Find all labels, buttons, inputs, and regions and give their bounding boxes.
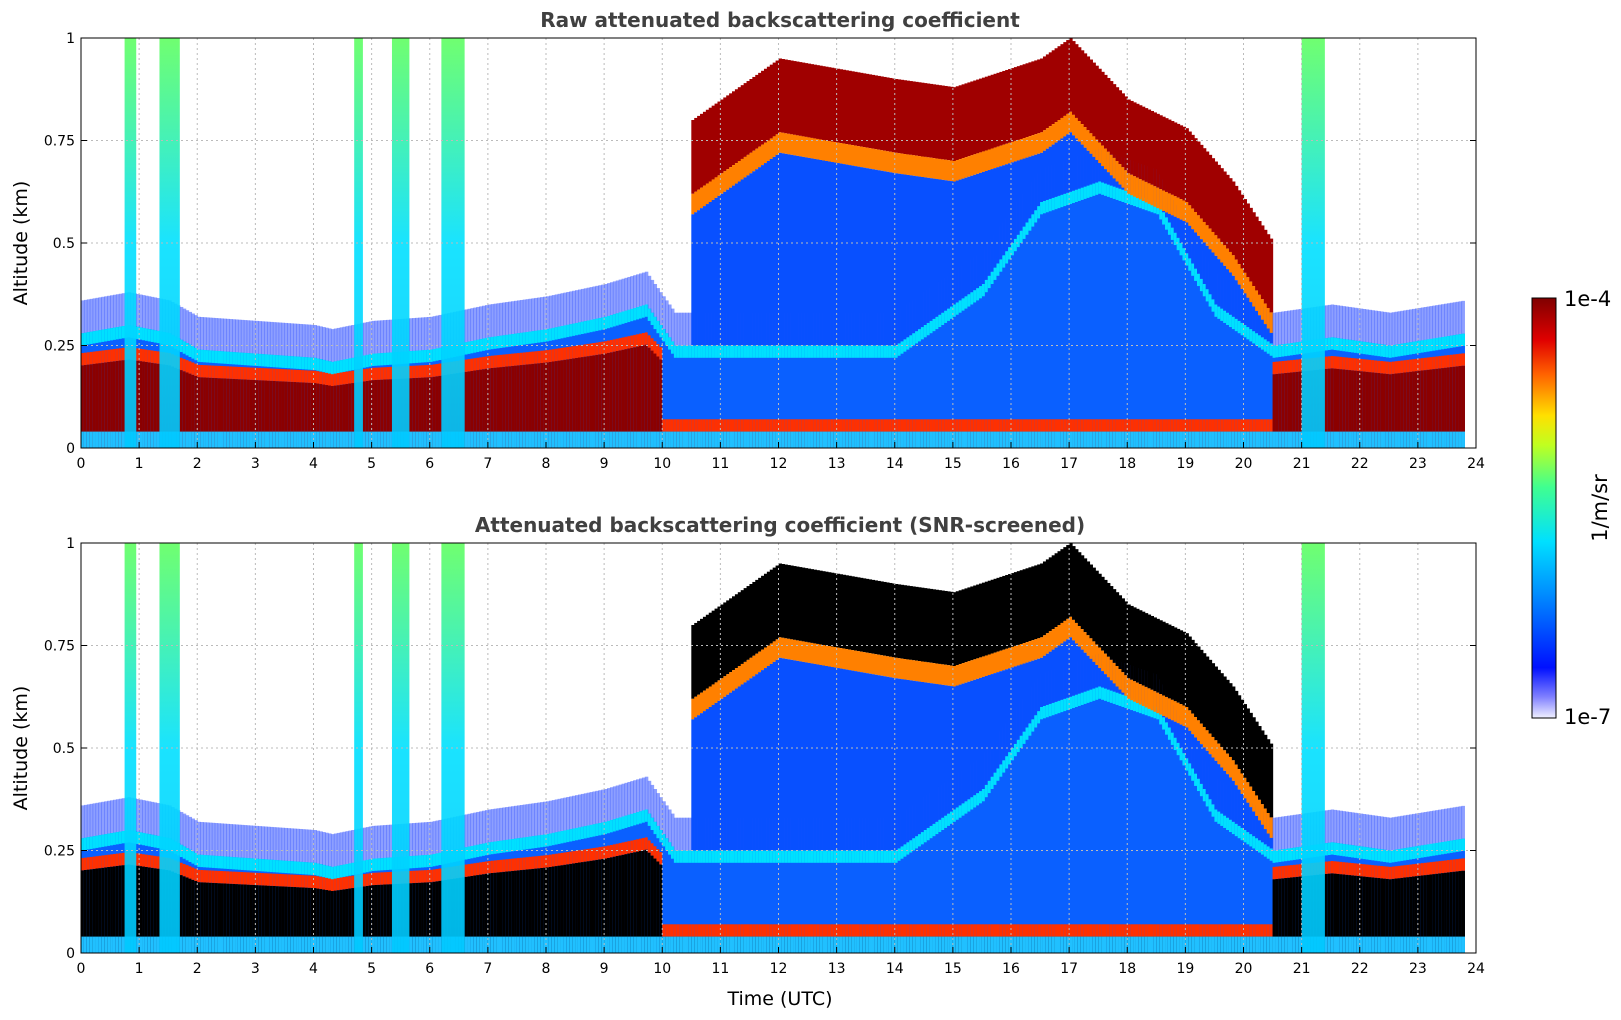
heatmap-area bbox=[81, 38, 1465, 449]
x-tick-label: 17 bbox=[1060, 456, 1078, 472]
x-tick-label: 21 bbox=[1293, 961, 1311, 977]
y-tick-label: 0.75 bbox=[44, 134, 75, 150]
colorbar-gradient bbox=[1531, 297, 1557, 719]
x-tick-label: 24 bbox=[1467, 961, 1485, 977]
gridlines bbox=[81, 543, 1476, 953]
y-axis-label: Altitude (km) bbox=[10, 181, 32, 306]
x-tick-label: 2 bbox=[193, 456, 202, 472]
x-tick-label: 15 bbox=[944, 456, 962, 472]
x-tick-label: 5 bbox=[367, 456, 376, 472]
x-tick-label: 18 bbox=[1118, 961, 1136, 977]
x-tick-label: 6 bbox=[425, 961, 434, 977]
panel-title: Attenuated backscattering coefficient (S… bbox=[475, 513, 1085, 537]
x-tick-label: 20 bbox=[1235, 456, 1253, 472]
x-tick-label: 14 bbox=[886, 456, 904, 472]
x-tick-label: 0 bbox=[77, 961, 86, 977]
x-tick-label: 12 bbox=[770, 456, 788, 472]
x-tick-label: 8 bbox=[542, 456, 551, 472]
panel-title: Raw attenuated backscattering coefficien… bbox=[540, 8, 1020, 32]
x-tick-label: 15 bbox=[944, 961, 962, 977]
x-tick-label: 9 bbox=[600, 961, 609, 977]
y-ticks: 0 0.25 0.5 0.75 1 bbox=[44, 536, 1476, 962]
x-tick-label: 20 bbox=[1235, 961, 1253, 977]
x-tick-label: 7 bbox=[483, 456, 492, 472]
y-ticks: 0 0.25 0.5 0.75 1 bbox=[44, 31, 1476, 457]
y-tick-label: 1 bbox=[66, 536, 75, 552]
x-tick-label: 10 bbox=[653, 456, 671, 472]
x-tick-label: 22 bbox=[1351, 961, 1369, 977]
panel-screened: Attenuated backscattering coefficient (S… bbox=[10, 513, 1485, 1010]
x-tick-label: 4 bbox=[309, 456, 318, 472]
y-tick-label: 0 bbox=[66, 441, 75, 457]
y-tick-label: 0.5 bbox=[53, 236, 75, 252]
x-tick-label: 23 bbox=[1409, 961, 1427, 977]
x-tick-label: 18 bbox=[1118, 456, 1136, 472]
y-tick-label: 0 bbox=[66, 946, 75, 962]
x-tick-label: 17 bbox=[1060, 961, 1078, 977]
x-tick-label: 3 bbox=[251, 456, 260, 472]
y-axis-label: Altitude (km) bbox=[10, 686, 32, 811]
colorbar-min-label: 1e-7 bbox=[1564, 705, 1611, 729]
x-tick-label: 19 bbox=[1176, 961, 1194, 977]
x-tick-label: 2 bbox=[193, 961, 202, 977]
x-tick-label: 21 bbox=[1293, 456, 1311, 472]
x-tick-label: 8 bbox=[542, 961, 551, 977]
x-tick-label: 19 bbox=[1176, 456, 1194, 472]
x-tick-label: 13 bbox=[828, 961, 846, 977]
x-tick-label: 6 bbox=[425, 456, 434, 472]
x-tick-label: 7 bbox=[483, 961, 492, 977]
y-tick-label: 0.5 bbox=[53, 741, 75, 757]
colorbar-units-label: 1/m/sr bbox=[1588, 474, 1612, 542]
x-tick-label: 3 bbox=[251, 961, 260, 977]
panel-raw: Raw attenuated backscattering coefficien… bbox=[10, 8, 1485, 472]
x-axis-label: Time (UTC) bbox=[726, 988, 832, 1010]
x-tick-label: 12 bbox=[770, 961, 788, 977]
y-tick-label: 0.25 bbox=[44, 339, 75, 355]
x-tick-label: 5 bbox=[367, 961, 376, 977]
x-ticks: 0 1 2 3 4 5 6 7 8 9 10 11 12 13 14 15 16 17 18 19 20 21 22 23 24 bbox=[77, 442, 1485, 472]
x-tick-label: 16 bbox=[1002, 456, 1020, 472]
x-tick-label: 9 bbox=[600, 456, 609, 472]
colorbar-max-label: 1e-4 bbox=[1564, 287, 1611, 311]
x-tick-label: 11 bbox=[711, 961, 729, 977]
x-tick-label: 14 bbox=[886, 961, 904, 977]
y-tick-label: 0.75 bbox=[44, 639, 75, 655]
x-tick-label: 24 bbox=[1467, 456, 1485, 472]
x-tick-label: 23 bbox=[1409, 456, 1427, 472]
x-tick-label: 13 bbox=[828, 456, 846, 472]
x-tick-label: 10 bbox=[653, 961, 671, 977]
y-tick-label: 1 bbox=[66, 31, 75, 47]
x-tick-label: 0 bbox=[77, 456, 86, 472]
gridlines bbox=[81, 38, 1476, 448]
x-tick-label: 1 bbox=[135, 961, 144, 977]
x-tick-label: 22 bbox=[1351, 456, 1369, 472]
x-tick-label: 16 bbox=[1002, 961, 1020, 977]
x-tick-label: 11 bbox=[711, 456, 729, 472]
x-tick-label: 4 bbox=[309, 961, 318, 977]
y-tick-label: 0.25 bbox=[44, 844, 75, 860]
x-ticks: 0 1 2 3 4 5 6 7 8 9 10 11 12 13 14 15 16 17 18 19 20 21 22 23 24 bbox=[77, 947, 1485, 977]
x-tick-label: 1 bbox=[135, 456, 144, 472]
colorbar: 1e-4 1e-7 1/m/sr bbox=[1531, 287, 1612, 729]
heatmap-area bbox=[81, 543, 1465, 953]
